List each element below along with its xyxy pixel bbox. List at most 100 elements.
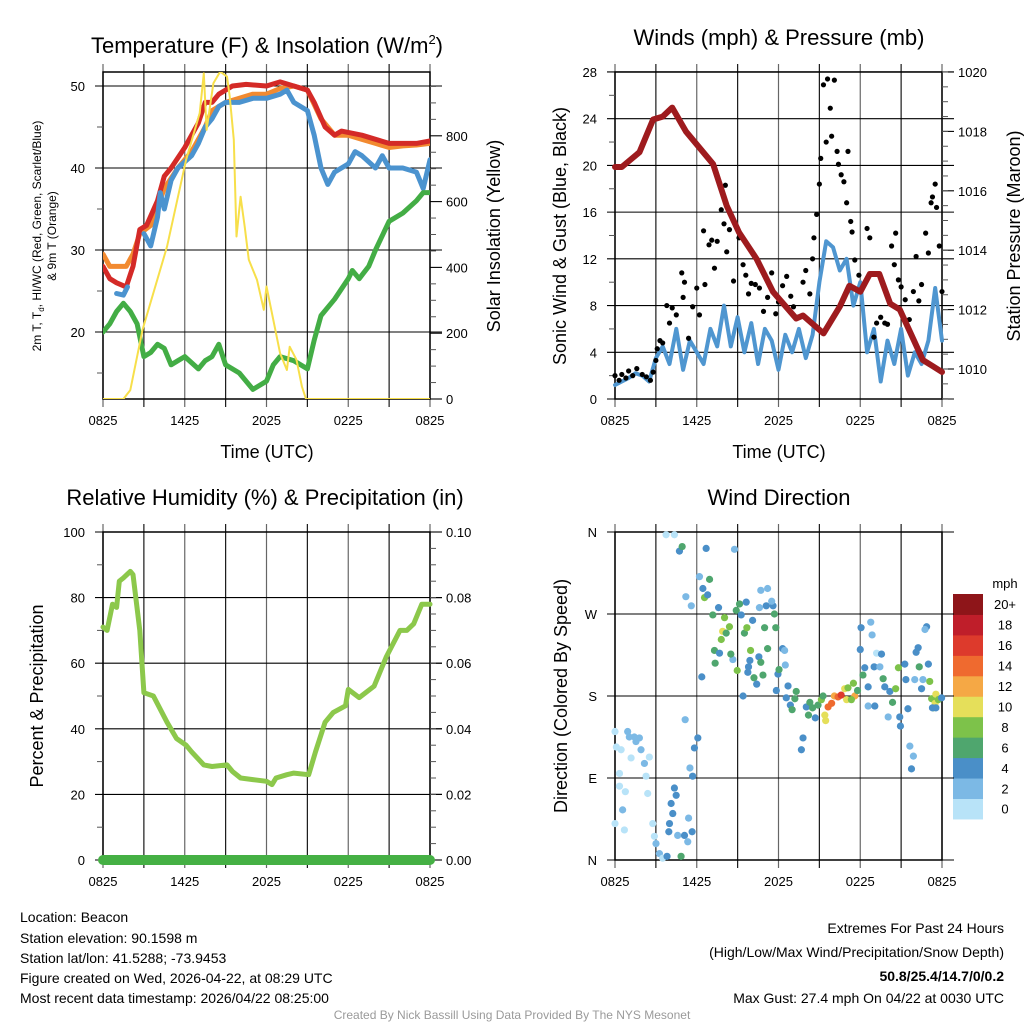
direction-point (663, 852, 671, 860)
direction-point (757, 658, 765, 666)
direction-point (742, 598, 750, 606)
gust-point (760, 308, 767, 314)
direction-point (670, 784, 679, 792)
direction-ytick-label: N (588, 853, 597, 868)
humidity-ytick-label: 60 (71, 656, 85, 671)
direction-point (645, 753, 653, 761)
direction-point (896, 722, 905, 730)
direction-point (725, 623, 734, 631)
direction-point (625, 733, 633, 741)
direction-ytick-label: E (588, 771, 597, 786)
gust-point (816, 181, 822, 187)
legend-swatch (953, 675, 983, 697)
info-latlon: Station lat/lon: 41.5288; -73.9453 (20, 950, 226, 966)
temperature-panel: Temperature (F) & Insolation (W/m2) 2m T… (30, 32, 504, 462)
direction-point (892, 685, 900, 693)
direction-point (757, 586, 765, 594)
gust-point (748, 280, 754, 286)
wind-xtick-label: 2025 (764, 413, 793, 428)
wind-ytick-label: 0 (590, 392, 597, 407)
gust-point (702, 281, 708, 288)
gust-point (690, 304, 696, 310)
direction-point (662, 531, 670, 539)
extremes-subheading: (High/Low/Max Wind/Precipitation/Snow De… (709, 944, 1004, 960)
direction-point (915, 663, 923, 671)
legend-label: 20+ (994, 597, 1016, 612)
direction-point (775, 665, 783, 674)
direction-point (729, 655, 737, 664)
gust-point (773, 311, 779, 317)
gust-point (709, 237, 715, 243)
direction-point (650, 832, 658, 840)
direction-point (856, 645, 864, 654)
gust-point (928, 200, 934, 206)
direction-point (755, 653, 763, 661)
direction-ytick-label: S (588, 689, 597, 704)
direction-point (881, 683, 889, 691)
direction-point (821, 711, 829, 719)
direction-point (677, 852, 685, 860)
wind-ytick-label: 20 (583, 158, 597, 173)
humidity-ytick-label: 20 (71, 787, 85, 802)
legend-label: 6 (1001, 740, 1008, 755)
direction-point (859, 671, 867, 679)
gust-point (700, 228, 707, 234)
direction-point (744, 663, 753, 671)
humidity-xtick-label: 0825 (89, 874, 118, 889)
direction-point (632, 737, 640, 746)
direction-point (727, 650, 735, 658)
gust-point (814, 211, 820, 218)
direction-point (615, 782, 624, 790)
humidity-panel: Relative Humidity (%) & Precipitation (i… (27, 485, 471, 889)
direction-point (902, 676, 910, 684)
gust-point (626, 368, 632, 374)
direction-point (894, 664, 903, 672)
direction-point (811, 714, 819, 722)
gust-point (888, 243, 895, 249)
gust-point (807, 291, 813, 297)
legend-swatch (953, 614, 983, 636)
direction-point (784, 682, 792, 690)
legend-swatch (953, 778, 983, 799)
direction-point (672, 791, 680, 799)
direction-point (896, 713, 904, 721)
humidity-right-tick-label: 0.06 (446, 656, 471, 671)
gust-point (664, 302, 670, 309)
direction-point (861, 664, 869, 672)
direction-point (684, 838, 692, 846)
gust-point (932, 181, 938, 187)
legend-label: 4 (1001, 761, 1008, 776)
legend-label: 10 (998, 699, 1012, 714)
info-created: Figure created on Wed, 2026-04-22, at 08… (20, 970, 333, 986)
direction-point (690, 744, 699, 752)
direction-point (864, 702, 872, 710)
gust-point (623, 375, 629, 381)
gust-point (714, 238, 720, 244)
direction-point (762, 602, 770, 610)
credit-line: Created By Nick Bassill Using Data Provi… (334, 1008, 691, 1022)
legend-label: 14 (998, 659, 1012, 674)
direction-point (704, 591, 712, 599)
gust-point (752, 281, 758, 288)
direction-point (699, 584, 707, 593)
wind-ytick-label: 12 (583, 252, 597, 267)
temperature-right-tick-label: 0 (446, 392, 453, 407)
gust-point (916, 298, 922, 304)
humidity-right-tick-label: 0.04 (446, 722, 471, 737)
series-relative-humidity (100, 568, 433, 788)
wind-ytick-label: 24 (583, 112, 597, 127)
gust-point (679, 270, 685, 276)
direction-point (870, 663, 878, 671)
direction-point (792, 687, 800, 696)
gust-point (871, 334, 877, 340)
gust-point (634, 366, 640, 372)
direction-point (652, 840, 660, 848)
direction-y-label: Direction (Colored By Speed) (551, 579, 571, 813)
extremes-values: 50.8/25.4/14.7/0/0.2 (879, 968, 1004, 984)
direction-point (804, 711, 813, 719)
direction-point (680, 831, 689, 840)
temperature-xtick-label: 2025 (252, 413, 281, 428)
legend-swatch (953, 634, 983, 656)
gust-point (730, 278, 737, 284)
direction-point (907, 765, 916, 773)
